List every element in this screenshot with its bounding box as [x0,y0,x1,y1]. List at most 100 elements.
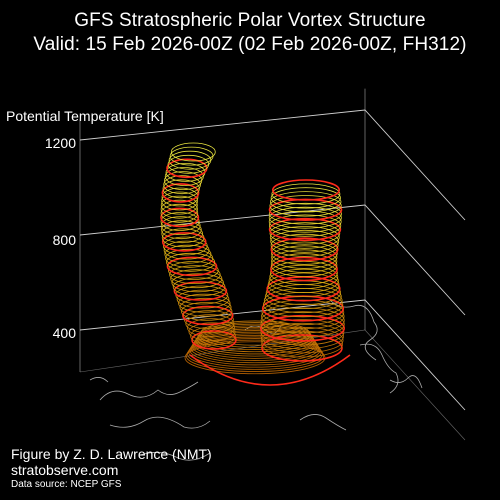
left-lobe-contour-9 [178,293,231,313]
right-lobe-contour-16 [267,272,340,298]
base-contour-0 [184,341,326,375]
left-lobe-ring-12 [173,281,228,301]
coastline-1 [109,416,211,429]
right-lobe-contour-33 [268,206,342,229]
left-lobe-contour-34 [161,191,199,211]
left-lobe-contour-27 [161,220,202,240]
right-lobe-contour-31 [268,214,342,237]
right-lobe-ring-0 [261,334,343,362]
left-lobe-contour-17 [168,261,219,280]
data-source: Data source: NCEP GFS [11,479,122,490]
left-lobe-contour-5 [183,310,234,330]
base-contour-1 [185,339,325,372]
right-lobe-contour-34 [268,202,342,225]
vortex-isosurface [160,142,351,386]
left-lobe-contour-32 [160,199,198,219]
right-lobe-ring-5 [259,314,345,342]
left-lobe-contour-21 [164,244,212,264]
base-contour-8 [194,328,316,357]
left-lobe-ring-18 [166,256,218,277]
z-tick-label-400: 400 [52,325,76,341]
right-lobe-contour-37 [270,191,342,213]
right-lobe-ring-20 [270,256,338,282]
right-lobe-ring-30 [268,217,342,242]
right-lobe-contour-39 [271,183,341,205]
coastline-2 [329,299,378,361]
left-lobe-contour-2 [188,322,236,342]
coastline-6 [139,452,211,461]
left-lobe-contour-7 [180,301,233,321]
right-lobe-contour-19 [269,260,338,285]
left-lobe-ring-36 [161,183,200,203]
left-lobe-ring-0 [191,330,237,350]
base-contour-2 [186,338,323,370]
right-lobe-contour-8 [261,303,345,330]
right-lobe-contour-1 [261,330,344,358]
right-lobe-ring-40 [271,179,340,201]
left-lobe-contour-45 [169,146,214,166]
right-lobe-contour-38 [270,187,341,209]
left-lobe-ring-6 [182,305,234,326]
right-lobe-contour-36 [269,195,342,217]
right-lobe-contour-17 [268,268,339,293]
right-lobe-contour-6 [260,311,345,338]
left-lobe-ring-30 [160,207,200,228]
right-lobe-contour-23 [271,245,338,269]
coastline-8 [89,377,109,383]
coastline-7 [389,375,423,389]
left-lobe-contour-38 [163,175,201,195]
left-lobe-contour-16 [169,265,221,285]
left-lobe-contour-28 [160,216,201,236]
right-lobe-contour-18 [269,264,339,289]
left-lobe-contour-25 [161,228,205,248]
base-ring-low [189,354,351,386]
right-lobe-contour-4 [260,319,345,346]
right-lobe-contour-27 [270,229,340,253]
left-lobe-contour-41 [165,162,206,182]
left-lobe-contour-15 [170,269,223,289]
left-lobe-contour-46 [170,142,216,162]
left-lobe-contour-26 [161,224,204,244]
left-lobe-contour-4 [185,314,235,334]
base-contour-3 [188,336,322,368]
left-lobe-contour-1 [190,326,236,346]
right-lobe-contour-2 [260,326,344,354]
left-lobe-contour-29 [160,212,200,231]
z-axis-label: Potential Temperature [K] [6,108,164,124]
left-lobe-contour-43 [167,154,210,174]
coastline-3 [359,343,399,394]
left-lobe-contour-10 [176,289,230,309]
left-lobe-contour-22 [163,240,210,260]
left-lobe-contour-11 [175,285,229,305]
left-lobe-contour-31 [160,203,199,223]
website-credit: stratobserve.com [11,462,119,478]
left-lobe-contour-19 [166,252,216,272]
coastline-0 [99,381,199,401]
base-contour-4 [189,334,321,366]
left-lobe-contour-20 [165,248,214,268]
right-lobe-contour-24 [271,241,338,265]
right-lobe-contour-29 [269,222,341,245]
right-lobe-ring-15 [266,276,341,302]
coastlines [89,299,423,461]
left-lobe-contour-14 [171,273,224,293]
base-contour-6 [191,331,319,361]
chart-title: GFS Stratospheric Polar Vortex Structure [74,10,426,31]
z-tick-label-1200: 1200 [44,135,76,151]
right-lobe-contour-21 [270,253,338,277]
right-lobe-contour-26 [270,233,339,257]
right-lobe-contour-22 [271,249,338,273]
left-lobe-contour-37 [162,179,200,199]
left-lobe-contour-8 [179,297,232,317]
right-lobe-ring-25 [270,237,339,262]
right-lobe-contour-28 [269,226,340,249]
left-lobe-contour-13 [172,277,226,297]
coastline-5 [299,414,347,431]
left-lobe-contour-3 [186,318,235,338]
left-lobe-ring-24 [161,232,207,252]
z-tick-label-800: 800 [52,232,76,248]
right-lobe-contour-32 [268,210,342,233]
right-lobe-contour-3 [260,322,344,350]
figure-credit: Figure by Z. D. Lawrence (NMT) [11,446,212,462]
